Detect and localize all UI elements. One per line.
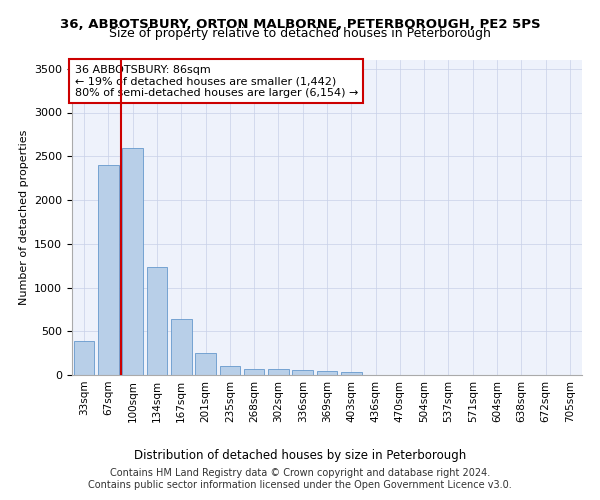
Bar xyxy=(195,353,216,375)
Bar xyxy=(268,370,289,375)
Bar xyxy=(74,341,94,375)
Text: Size of property relative to detached houses in Peterborough: Size of property relative to detached ho… xyxy=(109,28,491,40)
Text: 36 ABBOTSBURY: 86sqm
← 19% of detached houses are smaller (1,442)
80% of semi-de: 36 ABBOTSBURY: 86sqm ← 19% of detached h… xyxy=(74,64,358,98)
Text: 36, ABBOTSBURY, ORTON MALBORNE, PETERBOROUGH, PE2 5PS: 36, ABBOTSBURY, ORTON MALBORNE, PETERBOR… xyxy=(59,18,541,30)
Bar xyxy=(171,319,191,375)
Text: Contains HM Land Registry data © Crown copyright and database right 2024.: Contains HM Land Registry data © Crown c… xyxy=(110,468,490,477)
Text: Contains public sector information licensed under the Open Government Licence v3: Contains public sector information licen… xyxy=(88,480,512,490)
Bar xyxy=(220,366,240,375)
Bar xyxy=(244,369,265,375)
Bar xyxy=(317,371,337,375)
Bar xyxy=(292,370,313,375)
Y-axis label: Number of detached properties: Number of detached properties xyxy=(19,130,29,305)
Text: Distribution of detached houses by size in Peterborough: Distribution of detached houses by size … xyxy=(134,450,466,462)
Bar xyxy=(341,372,362,375)
Bar xyxy=(98,165,119,375)
Bar xyxy=(146,268,167,375)
Bar xyxy=(122,148,143,375)
